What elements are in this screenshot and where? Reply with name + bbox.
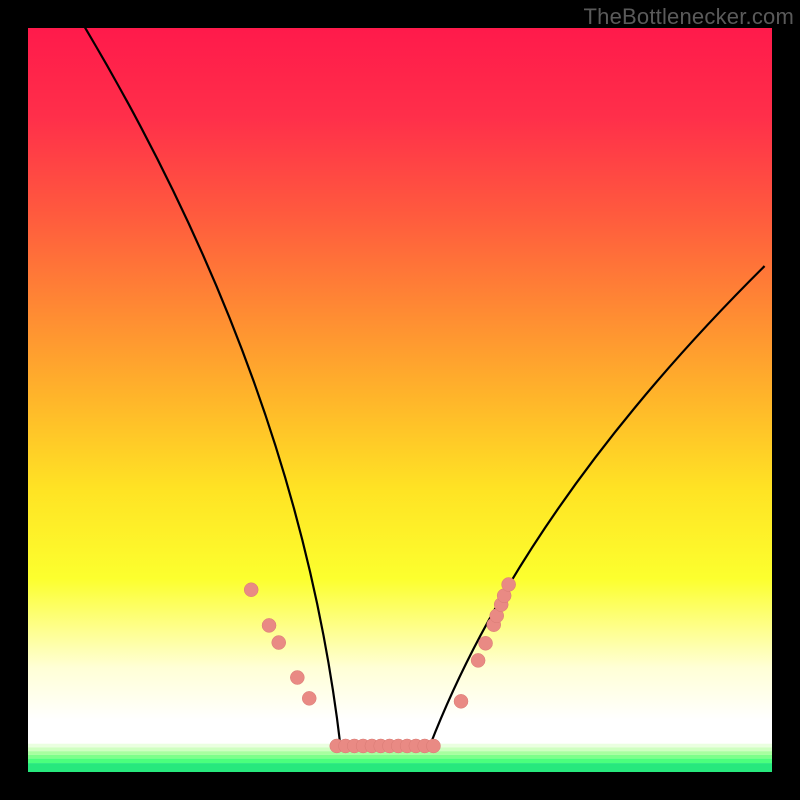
data-dot [479,636,493,650]
data-dot [262,618,276,632]
data-dot [471,653,485,667]
data-dot [502,578,516,592]
data-dot [272,636,286,650]
data-dot [244,583,258,597]
watermark-text: TheBottlenecker.com [584,4,794,30]
data-dot [426,739,440,753]
data-dot [302,691,316,705]
chart-svg [0,0,800,800]
chart-stage: TheBottlenecker.com [0,0,800,800]
gradient-background [28,28,772,772]
data-dot [290,671,304,685]
data-dot [454,694,468,708]
